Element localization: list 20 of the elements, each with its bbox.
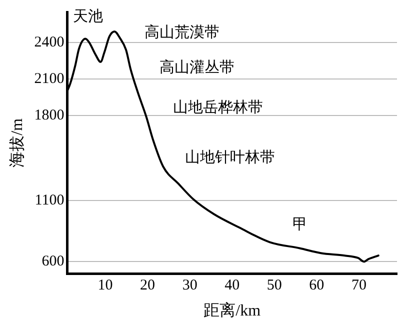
- annotation: 山地针叶林带: [185, 148, 275, 166]
- y-tick-label: 1100: [34, 192, 64, 209]
- annotation: 高山灌丛带: [160, 58, 234, 76]
- y-tick-label: 1800: [34, 107, 64, 124]
- x-axis-title: 距离/km: [204, 302, 262, 320]
- y-tick-label: 2400: [34, 34, 64, 50]
- y-tick-label: 600: [42, 254, 64, 270]
- annotation: 高山荒漠带: [144, 24, 220, 41]
- annotation: 天池: [73, 8, 103, 25]
- x-tick-label: 40: [224, 278, 240, 294]
- x-tick-label: 60: [309, 278, 324, 294]
- x-tick-label: 20: [140, 278, 156, 294]
- y-axis-title: 海拔/m: [8, 118, 26, 168]
- x-tick-label: 10: [98, 278, 113, 294]
- annotation: 甲: [292, 216, 308, 233]
- x-tick-label: 30: [182, 278, 198, 294]
- y-tick-label: 2100: [34, 70, 64, 87]
- x-tick-label: 50: [266, 278, 282, 294]
- x-tick-label: 70: [351, 278, 366, 294]
- annotation: 山地岳桦林带: [173, 98, 263, 116]
